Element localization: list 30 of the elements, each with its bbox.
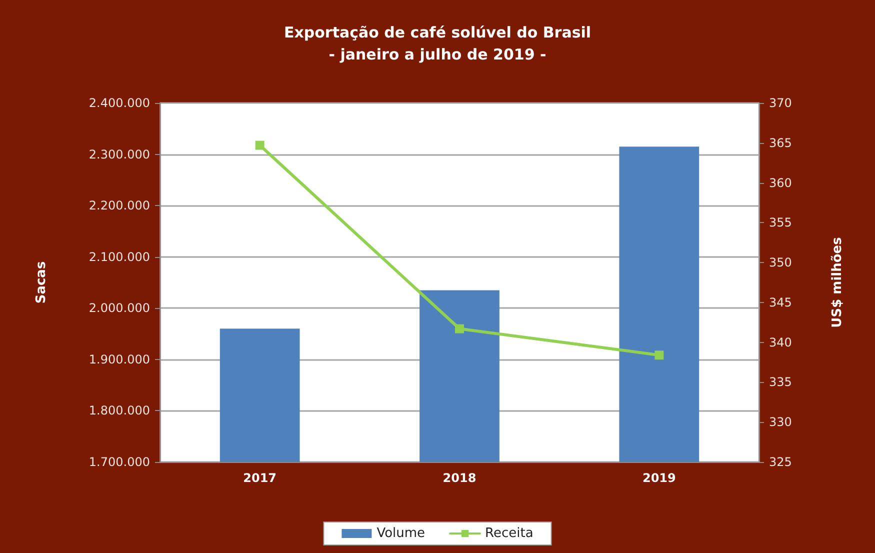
y2-tick-label: 325	[769, 455, 792, 469]
y-tick-label: 1.900.000	[88, 352, 150, 366]
y2-tick-label: 360	[769, 176, 792, 190]
y-tick-label: 2.000.000	[88, 301, 150, 316]
y2-tick-label: 335	[769, 375, 792, 390]
y2-tick-label: 330	[769, 415, 792, 430]
y2-tick-label: 340	[769, 335, 792, 350]
point	[654, 350, 664, 360]
x-tick-label: 2017	[243, 471, 277, 485]
y2-tick-label: 345	[769, 295, 792, 310]
y2-tick-label: 355	[769, 216, 792, 230]
y2-axis-title: US$ milhões	[830, 236, 845, 328]
y-tick-label: 2.400.000	[88, 96, 150, 110]
x-tick-label: 2019	[642, 471, 676, 485]
y-axis-title: Sacas	[34, 261, 49, 304]
y2-tick-label: 365	[769, 136, 792, 150]
legend-label: Volume	[376, 526, 426, 541]
chart-title: Exportação de café solúvel do Brasil	[284, 24, 592, 42]
point	[455, 324, 464, 334]
y2-tick-label: 370	[769, 96, 792, 110]
x-tick-label: 2018	[442, 471, 476, 485]
y-tick-label: 1.700.000	[88, 455, 150, 469]
point	[255, 140, 264, 150]
y-tick-label: 2.200.000	[88, 198, 150, 213]
legend-label: Receita	[485, 526, 534, 541]
y2-tick-label: 350	[769, 256, 792, 270]
y-tick-label: 2.100.000	[88, 250, 150, 264]
chart-subtitle: - janeiro a julho de 2019 -	[328, 46, 546, 64]
y-tick-label: 2.300.000	[88, 147, 150, 162]
y-tick-label: 1.800.000	[88, 404, 150, 418]
